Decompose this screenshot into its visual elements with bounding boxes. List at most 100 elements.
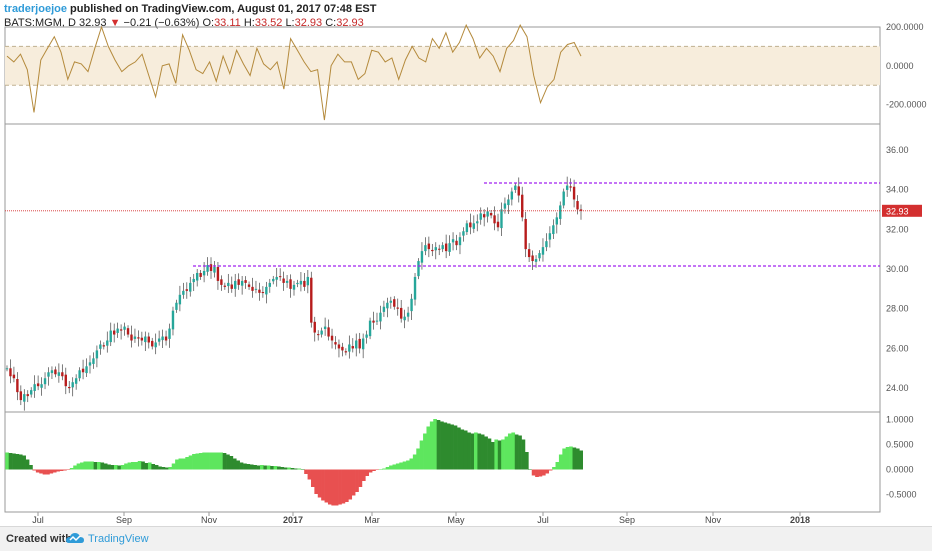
- last-value: 32.93: [78, 17, 107, 29]
- candle-body: [223, 285, 227, 287]
- histogram-bar: [260, 465, 264, 470]
- histogram-bar: [351, 469, 356, 496]
- candle-body: [144, 336, 147, 343]
- histogram-tick-label: 1.0000: [886, 415, 914, 425]
- candle-body: [527, 249, 531, 258]
- histogram-bar: [5, 452, 9, 470]
- histogram-bar: [327, 469, 332, 505]
- histogram-bar: [429, 421, 434, 470]
- histogram-bar: [141, 461, 145, 470]
- histogram-bar: [501, 439, 505, 470]
- histogram-bar: [358, 469, 363, 487]
- candle-body: [438, 248, 441, 250]
- candle-body: [140, 337, 144, 341]
- candle-body: [510, 191, 514, 200]
- candle-body: [541, 247, 545, 255]
- candle-body: [265, 286, 268, 295]
- candle-body: [206, 265, 209, 272]
- tradingview-brand[interactable]: TradingView: [88, 533, 149, 545]
- candle-body: [482, 214, 486, 218]
- candle-body: [496, 221, 500, 228]
- price-tick-label: 28.00: [886, 304, 909, 314]
- histogram-bar: [25, 459, 30, 470]
- histogram-bar: [290, 468, 295, 470]
- candle-body: [375, 320, 379, 322]
- candle-body: [189, 282, 192, 292]
- oscillator-line: [6, 23, 582, 121]
- histogram-bar: [195, 453, 200, 470]
- candle-body: [227, 282, 230, 287]
- histogram-bar: [256, 465, 261, 470]
- histogram-bar: [32, 469, 37, 471]
- histogram-bar: [304, 469, 308, 474]
- x-tick-label: 2018: [790, 515, 810, 525]
- chart-header: traderjoejoe published on TradingView.co…: [4, 2, 376, 30]
- candle-body: [486, 211, 489, 217]
- histogram-bar: [307, 469, 312, 480]
- histogram-bar: [97, 462, 101, 470]
- candle-body: [234, 280, 237, 289]
- chart-canvas[interactable]: 200.0000 0.0000 -200.0000 24.00 26.00 28.00 30…: [0, 0, 932, 526]
- histogram-bar: [514, 434, 519, 470]
- histogram-bar: [375, 469, 380, 470]
- candle-body: [244, 280, 247, 283]
- candle-body: [268, 282, 271, 287]
- last-price-label: 32.93: [886, 206, 909, 216]
- candle-body: [465, 223, 469, 233]
- histogram-bar: [154, 465, 159, 470]
- histogram-bar: [46, 469, 50, 475]
- candle-body: [351, 346, 354, 349]
- publish-info: published on TradingView.com, August 01,…: [70, 3, 377, 15]
- open-value: 33.11: [214, 17, 241, 29]
- histogram-bar: [192, 454, 196, 470]
- candle-body: [88, 362, 92, 366]
- histogram-bar: [249, 464, 254, 470]
- histogram-bar: [127, 462, 132, 470]
- candle-body: [562, 191, 565, 206]
- histogram-bar: [378, 469, 383, 470]
- histogram-bar: [406, 460, 410, 470]
- histogram-bar: [158, 466, 162, 470]
- candle-body: [462, 231, 465, 236]
- candle-body: [455, 240, 458, 246]
- symbol-line: BATS:MGM, D 32.93 ▼ −0.21 (−0.63%) O:33.…: [4, 16, 376, 30]
- histogram-bar: [531, 469, 536, 476]
- histogram-bar: [161, 467, 166, 470]
- histogram-bar: [243, 463, 247, 470]
- x-tick-label: Sep: [116, 515, 132, 525]
- candle-body: [12, 374, 16, 379]
- candle-body: [458, 237, 462, 246]
- candle-body: [102, 345, 106, 347]
- histogram-bar: [372, 469, 376, 471]
- histogram-bar: [168, 467, 173, 470]
- publish-line: traderjoejoe published on TradingView.co…: [4, 2, 376, 16]
- candle-body: [396, 307, 399, 309]
- candle-body: [399, 307, 403, 319]
- histogram-bar: [344, 469, 349, 502]
- histogram-bar: [433, 419, 437, 470]
- candle-body: [33, 384, 36, 391]
- histogram-bar: [467, 432, 471, 470]
- histogram-bar: [253, 465, 257, 470]
- histogram-bar: [548, 469, 553, 471]
- histogram-bar: [317, 469, 322, 498]
- candle-body: [5, 368, 9, 370]
- price-tick-label: 36.00: [886, 145, 909, 155]
- candle-body: [161, 336, 164, 341]
- histogram-bar: [524, 452, 529, 470]
- histogram-bar: [66, 469, 71, 470]
- candle-body: [489, 212, 493, 216]
- histogram-bar: [18, 454, 23, 470]
- histogram-bar: [443, 422, 448, 470]
- candle-body: [182, 290, 185, 295]
- histogram-bar: [310, 469, 315, 487]
- candle-body: [71, 382, 74, 388]
- histogram-bar: [507, 433, 512, 470]
- histogram-bar: [331, 469, 336, 506]
- price-tick-label: 26.00: [886, 343, 909, 353]
- candle-body: [209, 264, 213, 271]
- candle-body: [296, 282, 299, 285]
- candle-body: [472, 223, 476, 229]
- author-name[interactable]: traderjoejoe: [4, 3, 67, 15]
- histogram-bar: [565, 447, 570, 470]
